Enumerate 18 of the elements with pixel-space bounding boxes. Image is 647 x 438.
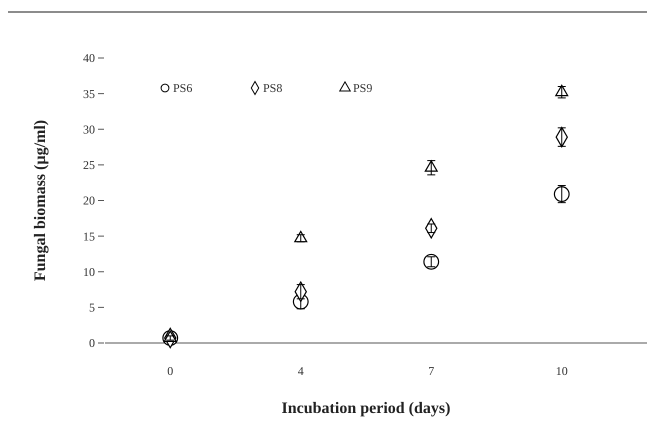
legend-label: PS6 — [173, 81, 192, 96]
y-tick-label: 25 — [83, 158, 95, 172]
y-tick-label: 20 — [83, 194, 95, 208]
y-tick-label: 10 — [83, 264, 95, 279]
x-tick-label: 0 — [167, 364, 174, 378]
x-axis-title: Incubation period (days) — [282, 400, 450, 417]
y-axis-title: Fungal biomass (µg/ml) — [32, 120, 49, 282]
legend-label: PS9 — [353, 81, 372, 96]
y-tick-label: 30 — [83, 122, 95, 136]
x-tick-label: 7 — [428, 364, 434, 378]
x-tick-label: 10 — [556, 364, 568, 378]
y-tick-label: 40 — [83, 51, 95, 66]
y-tick-label: 5 — [89, 300, 95, 315]
y-tick-label: 0 — [89, 336, 95, 350]
y-tick-label: 35 — [83, 86, 95, 101]
legend-label: PS8 — [263, 81, 282, 96]
y-tick-label: 15 — [83, 229, 95, 244]
x-tick-label: 4 — [298, 364, 304, 378]
